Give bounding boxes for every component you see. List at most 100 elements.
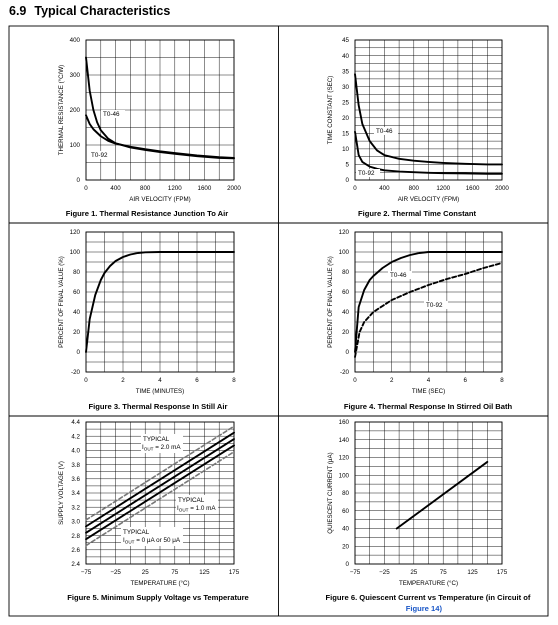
x-tick-label: 1200: [168, 185, 182, 192]
x-tick-label: 2000: [495, 185, 509, 192]
series-label-t0-92: T0-92: [424, 301, 448, 309]
y-tick-label: 20: [342, 115, 349, 122]
y-axis-label: PERCENT OF FINAL VALUE (%): [327, 256, 334, 348]
x-tick-label: 175: [229, 569, 240, 576]
series-t0-92: [354, 130, 503, 175]
series-4: [85, 425, 235, 521]
series-label-t0-92: T0-92: [89, 151, 113, 159]
series-typical-i-out-2-0-ma: [85, 431, 235, 528]
label-background: [424, 301, 448, 309]
x-tick-label: −25: [110, 569, 121, 576]
caption-text: Figure 4. Thermal Response In Stirred Oi…: [344, 402, 513, 411]
series-label-t0-46-text: T0-46: [390, 272, 407, 279]
y-tick-label: 140: [339, 437, 350, 444]
y-tick-label: 0: [77, 177, 81, 184]
x-axis-label: TIME (MINUTES): [136, 388, 184, 395]
y-tick-label: 20: [342, 329, 349, 336]
y-tick-label: 4.0: [71, 448, 80, 455]
x-tick-label: 2000: [227, 185, 241, 192]
chart-1: 0 400 800 1200 1600 2000 0 100 200 300 400 AIR VELO…: [58, 37, 241, 218]
y-tick-label: 30: [342, 84, 349, 91]
figure-caption: Figure 5. Minimum Supply Voltage vs Temp…: [67, 593, 249, 602]
annotation-condition: IOUT = 2.0 mA: [142, 444, 181, 452]
series-t0-92: [354, 262, 503, 358]
series-typical-i-out-1-0-ma: [85, 438, 235, 534]
x-tick-label: −75: [350, 569, 361, 576]
y-tick-label: 80: [342, 269, 349, 276]
x-tick-label: −75: [81, 569, 92, 576]
y-tick-label: 40: [73, 309, 80, 316]
x-tick-label: 125: [199, 569, 210, 576]
gridlines: [85, 231, 235, 373]
y-tick-label: 2.8: [71, 533, 80, 540]
panel-frame: [8, 25, 549, 617]
section-heading: Typical Characteristics: [34, 4, 171, 18]
figure-caption: Figure 6. Quiescent Current vs Temperatu…: [326, 593, 531, 613]
y-tick-label: 3.2: [71, 504, 80, 511]
x-tick-label: 175: [497, 569, 508, 576]
annotation-subscript: OUT: [179, 508, 189, 513]
caption-text: Figure 3. Thermal Response In Still Air: [89, 402, 228, 411]
annotation-symbol: I: [142, 444, 144, 451]
y-tick-label: 3.4: [71, 490, 80, 497]
annotation-symbol: I: [123, 537, 125, 544]
x-tick-label: 25: [410, 569, 417, 576]
chart-6: −75 −25 25 75 125 175 0 20 40 60 80 100 120 140 160 TEM…: [326, 419, 531, 613]
annotation-background: [176, 495, 218, 514]
x-tick-label: 2: [121, 377, 125, 384]
y-tick-label: 300: [70, 72, 81, 79]
y-tick-label: 40: [342, 53, 349, 60]
x-tick-label: 4: [427, 377, 431, 384]
annotation-title: TYPICAL: [178, 497, 205, 504]
x-tick-label: 4: [158, 377, 162, 384]
y-tick-label: 2.6: [71, 547, 80, 554]
y-tick-label: 40: [342, 526, 349, 533]
x-tick-label: 8: [232, 377, 236, 384]
plot-border: [85, 421, 235, 565]
y-axis-label: TIME CONSTANT (SEC): [327, 76, 334, 145]
figure-caption: Figure 3. Thermal Response In Still Air: [89, 402, 228, 411]
x-tick-label: 125: [467, 569, 478, 576]
series-label-t0-46: T0-46: [374, 127, 398, 135]
x-axis-label: TEMPERATURE (°C): [130, 580, 189, 587]
x-tick-label: 25: [142, 569, 149, 576]
annotation-title: TYPICAL: [123, 529, 150, 536]
plot-border: [354, 39, 503, 181]
y-tick-label: 100: [70, 249, 81, 256]
y-tick-label: 35: [342, 68, 349, 75]
series-label-t0-46: T0-46: [101, 110, 125, 118]
series-label-t0-92: T0-92: [356, 169, 380, 177]
y-tick-label: -20: [71, 369, 81, 376]
y-tick-label: 60: [342, 508, 349, 515]
annotation-value: = 2.0 mA: [153, 444, 181, 451]
y-tick-label: 4.2: [71, 433, 80, 440]
series-label-t0-46: T0-46: [388, 271, 412, 279]
y-tick-label: 45: [342, 37, 349, 44]
x-tick-label: 2: [390, 377, 394, 384]
caption-link[interactable]: Figure 14): [406, 604, 443, 613]
series-label-t0-46-text: T0-46: [376, 128, 393, 135]
series-t0-46: [354, 251, 503, 353]
x-tick-label: 75: [440, 569, 447, 576]
y-tick-label: 0: [346, 177, 350, 184]
series-label-t0-92-text: T0-92: [426, 302, 443, 309]
chart-5: −75 −25 25 75 125 175 2.4 2.6 2.8 3.0 3.2 3.4 3.6 3.8…: [58, 419, 249, 602]
y-tick-label: 120: [70, 229, 81, 236]
y-tick-label: 5: [346, 162, 350, 169]
y-tick-label: 15: [342, 131, 349, 138]
x-axis-label: TIME (SEC): [412, 388, 445, 395]
figure-caption: Figure 4. Thermal Response In Stirred Oi…: [344, 402, 513, 411]
annotation-background: [121, 527, 183, 546]
y-tick-label: 4.4: [71, 419, 80, 426]
y-tick-label: 100: [339, 472, 350, 479]
y-tick-label: 20: [73, 329, 80, 336]
annotation-condition: IOUT = 1.0 mA: [177, 505, 216, 513]
caption-text: Figure 5. Minimum Supply Voltage vs Temp…: [67, 593, 249, 602]
y-tick-label: 200: [70, 107, 81, 114]
x-tick-label: 400: [379, 185, 390, 192]
y-axis-label: QUIESCENT CURRENT (μA): [327, 452, 334, 533]
label-background: [356, 169, 380, 177]
y-tick-label: 3.0: [71, 519, 80, 526]
y-tick-label: 0: [346, 561, 350, 568]
